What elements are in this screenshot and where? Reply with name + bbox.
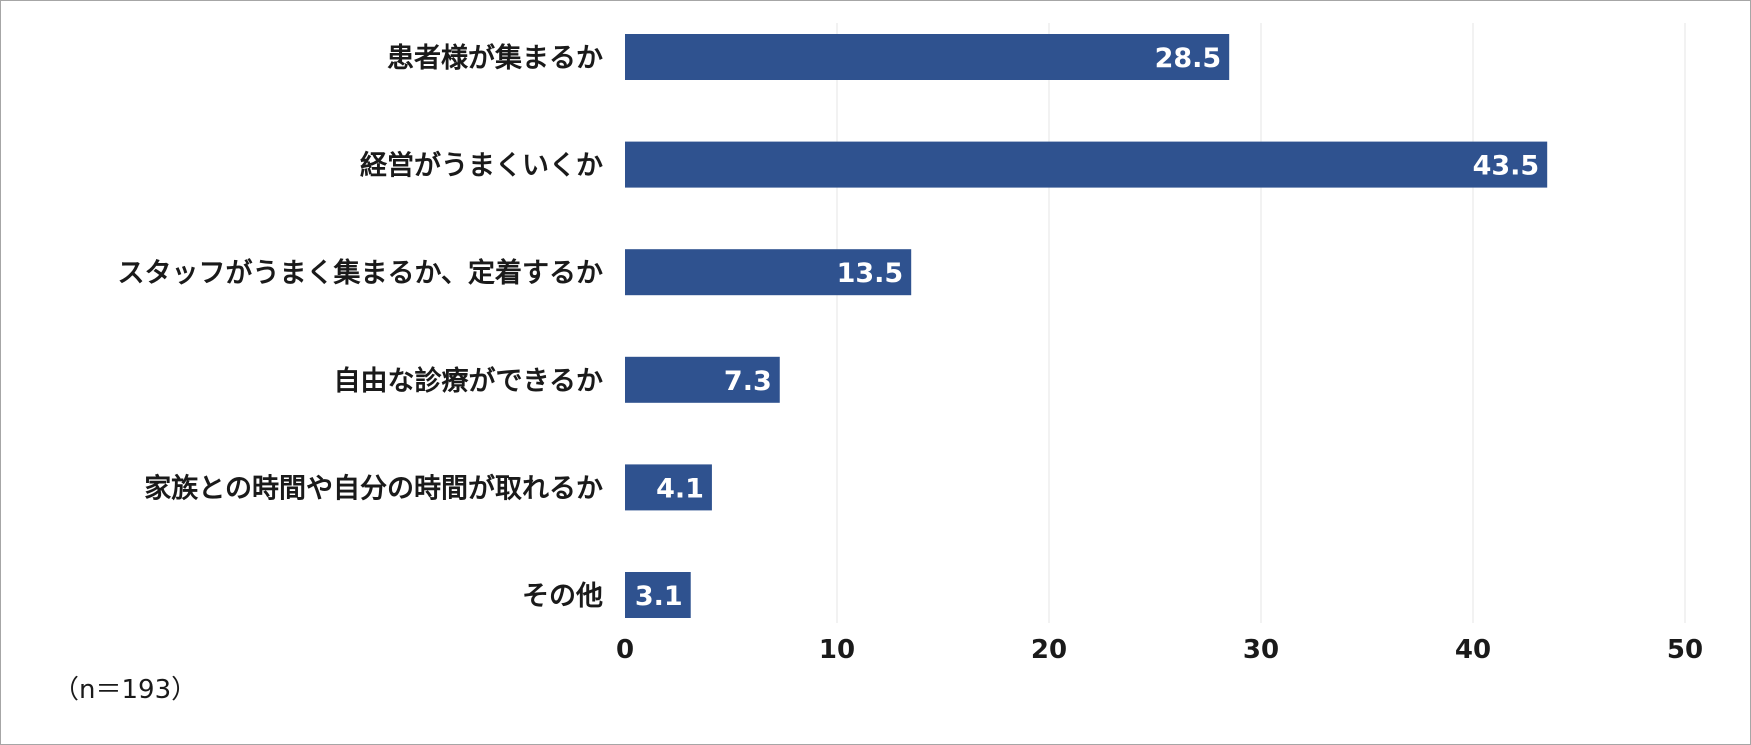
category-label: 経営がうまくいくか: [360, 150, 603, 182]
bar: [625, 141, 1548, 188]
data-label: 13.5: [837, 258, 904, 289]
x-tick-label: 20: [1031, 635, 1067, 665]
category-label: 患者様が集まるか: [387, 42, 603, 74]
data-label: 4.1: [656, 473, 704, 504]
x-tick-label: 10: [819, 635, 855, 665]
sample-size-note: （n＝193）: [53, 675, 198, 705]
data-label: 28.5: [1155, 43, 1222, 74]
x-tick-label: 0: [616, 635, 634, 665]
data-label: 3.1: [635, 581, 683, 612]
category-label: その他: [522, 581, 603, 612]
category-labels: 患者様が集まるか経営がうまくいくかスタッフがうまく集まるか、定着するか自由な診療…: [118, 42, 603, 612]
x-axis-ticks: 0 10 20 30 40 50: [616, 635, 1703, 665]
bar: [625, 34, 1230, 80]
x-tick-label: 30: [1243, 635, 1279, 665]
gridlines: [836, 23, 1686, 623]
category-label: 家族との時間や自分の時間が取れるか: [144, 472, 603, 504]
bars: 28.5 43.5 13.5 7.3 4.1 3.1: [625, 34, 1548, 618]
x-tick-label: 50: [1667, 635, 1703, 665]
bar: [625, 249, 912, 296]
bar: [625, 572, 691, 618]
data-label: 43.5: [1473, 151, 1540, 182]
data-label: 7.3: [724, 366, 772, 397]
category-label: スタッフがうまく集まるか、定着するか: [118, 257, 603, 289]
bar: [625, 356, 780, 403]
category-label: 自由な診療ができるか: [334, 365, 603, 397]
bar: [625, 464, 712, 511]
x-tick-label: 40: [1455, 635, 1491, 665]
